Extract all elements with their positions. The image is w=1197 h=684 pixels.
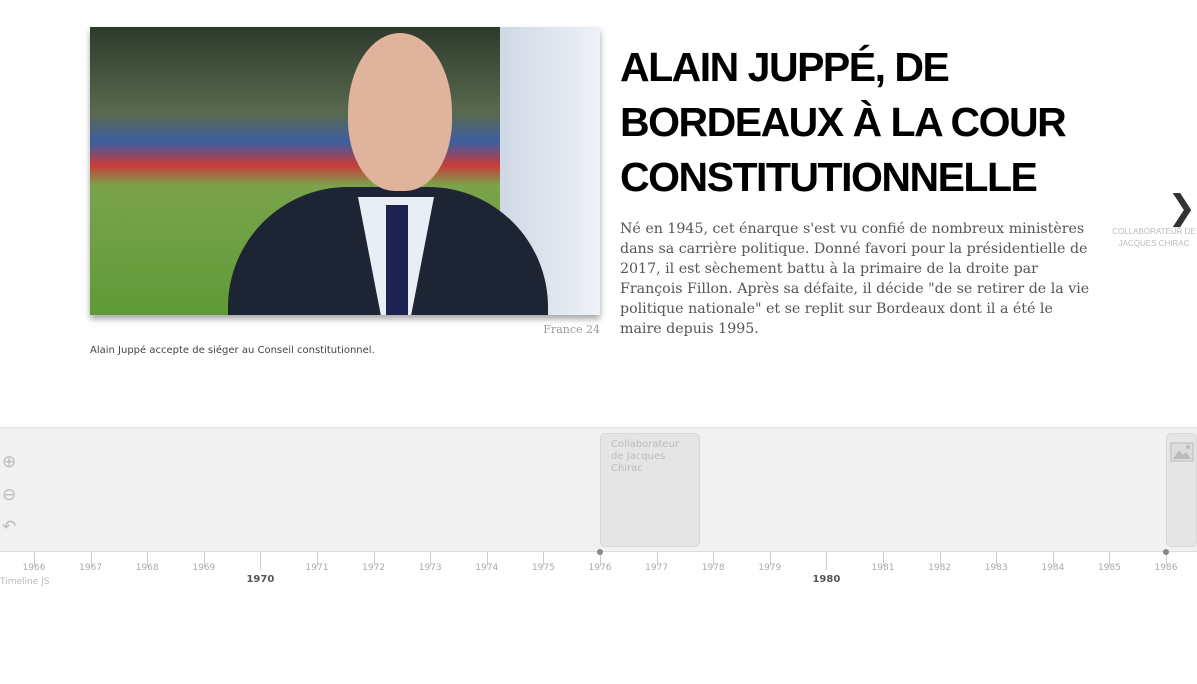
axis-major-label: 1980 (812, 574, 841, 585)
axis-tick (317, 552, 318, 566)
axis-tick-label: 1968 (135, 563, 159, 573)
axis-major-tick (260, 552, 262, 570)
axis-tick-label: 1983 (984, 563, 1008, 573)
timeline-marker[interactable] (1166, 433, 1197, 547)
axis-tick (713, 552, 715, 566)
axis-tick (769, 552, 771, 566)
axis-tick-label: 1976 (588, 563, 612, 573)
axis-tick-label: 1969 (192, 563, 216, 573)
axis-tick (1166, 552, 1167, 566)
timeline-axis: 1966 1967 1968 1969 1971 1972 1973 1974 1975 1976… (0, 549, 1197, 592)
axis-tick (996, 552, 998, 566)
axis-tick (486, 552, 488, 566)
timeline-nav[interactable]: ⊕ ⊖ ↶ Collaborateur de Jacques Chirac (0, 427, 1197, 552)
axis-tick-label: 1984 (1041, 563, 1065, 573)
axis-tick-label: 1986 (1154, 563, 1178, 573)
axis-tick-label: 1973 (418, 563, 442, 573)
image-icon (1170, 442, 1194, 462)
timelinejs-brand: Timeline JS (0, 577, 50, 587)
axis-tick (430, 552, 432, 566)
next-slide-label: COLLABORATEUR DE JACQUES CHIRAC (1112, 227, 1196, 248)
axis-tick-label: 1972 (362, 563, 386, 573)
marker-dot (1163, 549, 1169, 555)
axis-tick (939, 552, 941, 566)
axis-tick-label: 1978 (701, 563, 725, 573)
axis-tick (656, 552, 658, 566)
axis-tick (543, 552, 545, 566)
axis-tick (883, 552, 884, 566)
axis-tick-label: 1985 (1097, 563, 1121, 573)
next-slide-button[interactable]: ❯ COLLABORATEUR DE JACQUES CHIRAC (1112, 190, 1196, 250)
axis-tick-label: 1975 (531, 563, 555, 573)
axis-tick (600, 552, 601, 566)
axis-tick (90, 552, 92, 566)
slide-title: ALAIN JUPPÉ, DE BORDEAUX À LA COUR CONST… (620, 44, 1067, 200)
axis-tick-label: 1971 (305, 563, 329, 573)
zoom-out-icon[interactable]: ⊖ (2, 485, 17, 505)
timeline-marker[interactable]: Collaborateur de Jacques Chirac (600, 433, 700, 547)
photo-credit: France 24 (543, 323, 600, 336)
axis-tick-label: 1977 (645, 563, 669, 573)
slide-photo (90, 27, 600, 315)
axis-tick (1052, 552, 1054, 566)
axis-major-tick (826, 552, 828, 570)
axis-tick (1109, 552, 1111, 566)
back-to-start-icon[interactable]: ↶ (2, 517, 17, 537)
axis-tick-label: 1981 (871, 563, 895, 573)
axis-tick (34, 552, 35, 566)
slide-text: Né en 1945, cet énarque s'est vu confié … (620, 221, 1090, 337)
slide: France 24 Alain Juppé accepte de siéger … (90, 27, 1196, 356)
axis-tick-label: 1974 (475, 563, 499, 573)
photo-caption: Alain Juppé accepte de siéger au Conseil… (90, 345, 375, 356)
axis-tick-label: 1979 (758, 563, 782, 573)
chevron-right-icon: ❯ (1167, 188, 1197, 228)
marker-dot (597, 549, 603, 555)
axis-tick (373, 552, 375, 566)
marker-label: Collaborateur de Jacques Chirac (611, 439, 680, 474)
axis-tick-label: 1966 (22, 563, 46, 573)
axis-major-label: 1970 (246, 574, 275, 585)
zoom-in-icon[interactable]: ⊕ (2, 452, 17, 472)
axis-tick-label: 1982 (928, 563, 952, 573)
axis-tick (203, 552, 205, 566)
axis-tick-label: 1967 (79, 563, 103, 573)
axis-tick (147, 552, 149, 566)
